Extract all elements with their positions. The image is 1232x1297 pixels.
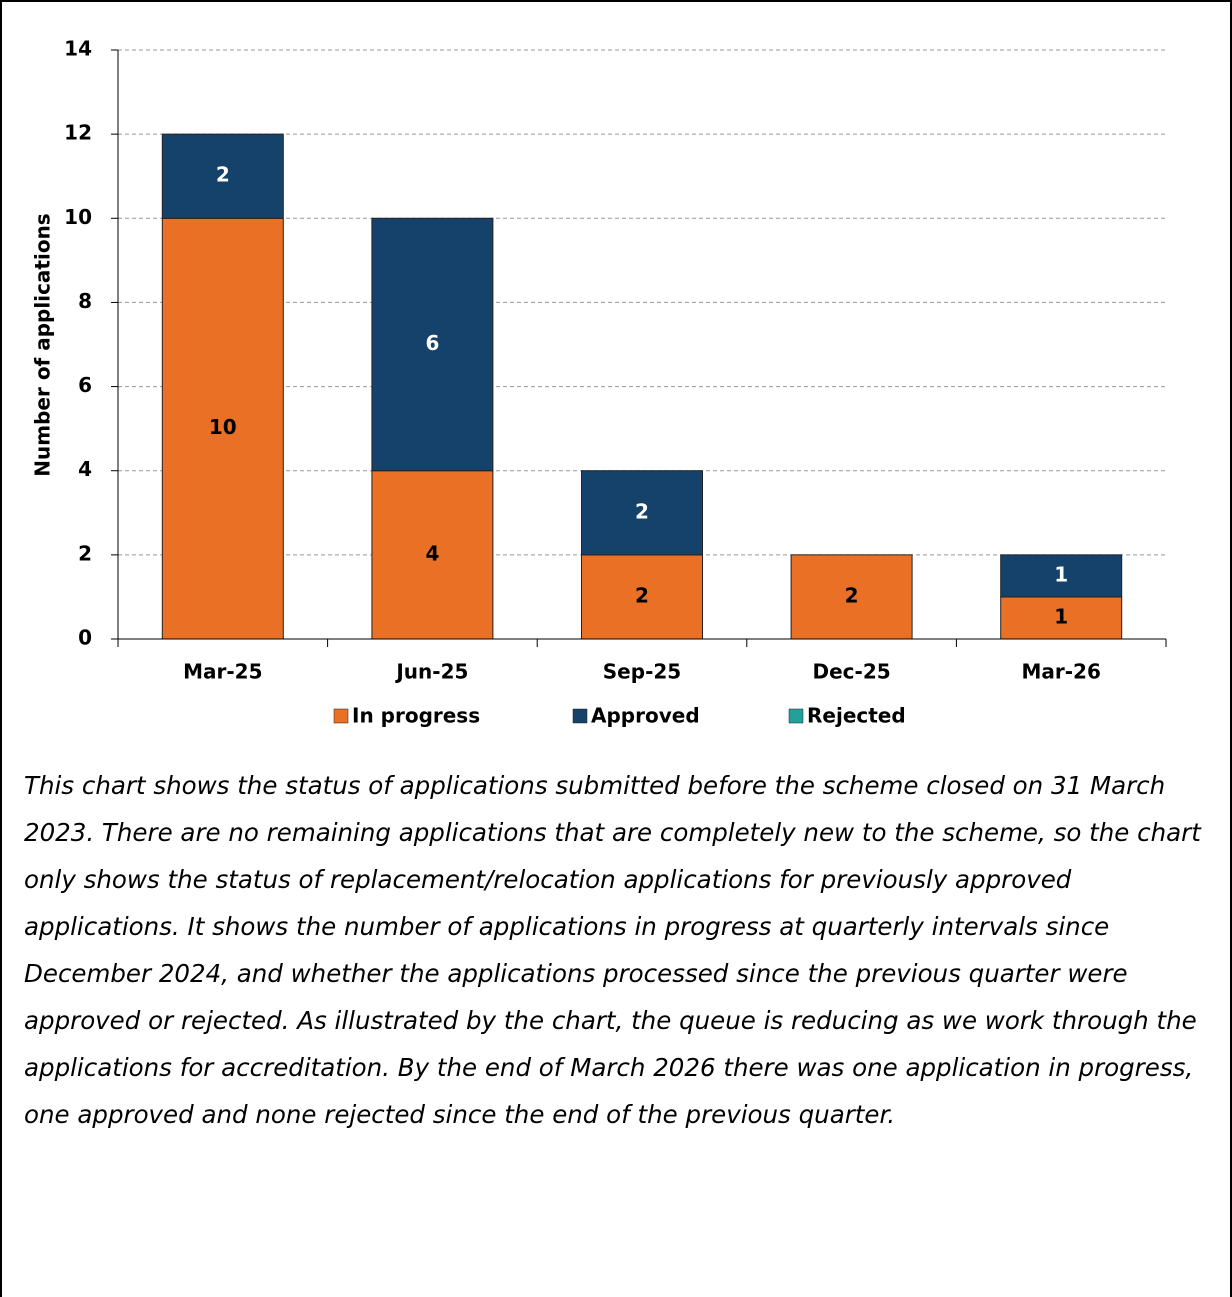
x-tick-label: Jun-25 [394, 660, 468, 684]
y-tick-label: 2 [78, 541, 92, 565]
bar-segment [581, 554, 703, 640]
y-tick-label: 6 [78, 373, 92, 397]
x-tick-label: Mar-25 [183, 660, 262, 684]
data-label: 1 [1054, 562, 1068, 586]
bar-segment [790, 554, 913, 640]
bar-segment [161, 217, 284, 640]
legend-label: Approved [591, 704, 700, 728]
data-label: 2 [635, 499, 649, 523]
caption: This chart shows the status of applicati… [24, 771, 1201, 1129]
x-tick-label: Mar-26 [1021, 660, 1100, 684]
y-tick-label: 8 [78, 289, 92, 313]
data-label: 4 [425, 541, 439, 565]
data-label: 6 [425, 331, 439, 355]
data-label: 10 [209, 415, 237, 439]
bar-segment [371, 217, 494, 472]
y-tick-label: 14 [64, 37, 92, 61]
legend-swatch [788, 708, 804, 724]
data-label: 2 [635, 583, 649, 607]
data-label: 2 [216, 163, 230, 187]
data-label: 1 [1054, 604, 1068, 628]
y-axis-label: Number of applications [31, 213, 55, 476]
legend-swatch [572, 708, 588, 724]
bar-segment [1000, 554, 1123, 598]
x-tick-label: Sep-25 [603, 660, 681, 684]
data-label: 2 [845, 583, 859, 607]
bar-segment [161, 133, 284, 219]
legend-label: Rejected [807, 704, 906, 728]
legend-label: In progress [352, 704, 480, 728]
x-tick-label: Dec-25 [813, 660, 891, 684]
y-tick-label: 12 [64, 121, 92, 145]
y-tick-label: 4 [78, 457, 92, 481]
bar-segment [581, 470, 703, 556]
y-tick-label: 10 [64, 205, 92, 229]
legend-swatch [333, 708, 349, 724]
y-tick-label: 0 [78, 626, 92, 650]
chart: Number of applications 02468101214Mar-25… [31, 37, 1167, 728]
